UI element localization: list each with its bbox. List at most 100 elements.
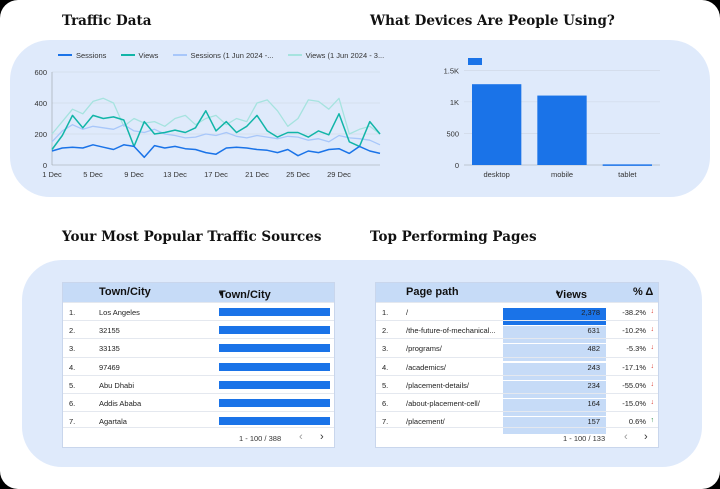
- column-header-label: Town/City: [219, 289, 271, 301]
- y-tick-label: 500: [446, 129, 459, 138]
- line-chart-legend[interactable]: Sessions Views Sessions (1 Jun 2024 -...…: [58, 51, 396, 60]
- city-name: Addis Ababa: [99, 399, 142, 408]
- arrow-down-icon: ↓: [650, 308, 655, 315]
- table-row[interactable]: 2. /the-future-of-mechanical... 631 -10.2% ↓: [376, 320, 658, 344]
- city-share-bar: [219, 326, 330, 335]
- page-path: /: [406, 308, 409, 317]
- legend-swatch: [468, 58, 482, 65]
- x-tick-label: 13 Dec: [163, 170, 187, 179]
- traffic-sources-table: Town/City Town/City ▾ 1. Los Angeles 2. 321…: [62, 282, 335, 448]
- series-line-sessions: [51, 144, 381, 159]
- column-header-page-path[interactable]: Page path: [406, 286, 459, 298]
- page-path: /academics/: [406, 362, 447, 372]
- bar-tablet: [602, 164, 652, 166]
- views-value: 243: [587, 362, 600, 372]
- row-index: 3.: [382, 344, 389, 354]
- table-header: Page path Views ▾ % Δ: [376, 283, 658, 302]
- delta-value: -17.1%: [622, 362, 646, 372]
- pager-next-icon[interactable]: ›: [644, 431, 648, 443]
- pager-range: 1 - 100 / 388: [239, 434, 282, 443]
- pager-next-icon[interactable]: ›: [320, 431, 324, 443]
- row-index: 6.: [382, 399, 389, 408]
- x-tick-label: mobile: [551, 170, 573, 179]
- legend-swatch: [120, 54, 135, 57]
- row-index: 2.: [69, 326, 76, 336]
- x-tick-label: desktop: [484, 170, 510, 179]
- city-name: 33135: [99, 344, 120, 354]
- traffic-sources-heading: Your Most Popular Traffic Sources: [62, 229, 322, 245]
- page-path: /placement/: [406, 417, 445, 427]
- legend-swatch: [287, 54, 302, 57]
- devices-heading: What Devices Are People Using?: [370, 13, 615, 29]
- views-value: 157: [587, 417, 600, 427]
- views-value: 2,378: [581, 308, 600, 317]
- pager-range: 1 - 100 / 133: [563, 434, 606, 443]
- legend-label: Views (1 Jun 2024 - 3...: [305, 51, 385, 60]
- x-tick-label: 21 Dec: [245, 170, 269, 179]
- city-share-bar: [219, 362, 330, 371]
- y-tick-label: 600: [34, 68, 47, 77]
- row-index: 7.: [69, 417, 76, 427]
- city-name: Abu Dhabi: [99, 380, 135, 390]
- x-tick-label: 17 Dec: [204, 170, 228, 179]
- row-index: 6.: [69, 399, 76, 408]
- views-value: 482: [587, 344, 600, 354]
- sort-desc-icon: ▾: [219, 289, 224, 298]
- city-name: Agartala: [99, 417, 127, 427]
- y-tick-label: 0: [455, 161, 459, 170]
- row-index: 4.: [69, 362, 76, 372]
- row-index: 7.: [382, 417, 389, 427]
- bar-desktop: [472, 84, 522, 165]
- arrow-down-icon: ↓: [650, 326, 655, 334]
- delta-value: -55.0%: [622, 380, 646, 390]
- views-heat-cell: [503, 417, 606, 435]
- legend-label: Sessions (1 Jun 2024 -...: [190, 51, 274, 60]
- table-row[interactable]: 5. Abu Dhabi: [63, 374, 334, 393]
- series-line-views-1-jun-2024-3: [51, 97, 381, 135]
- pager-prev-icon[interactable]: ‹: [299, 431, 303, 443]
- table-row[interactable]: 3. 33135: [63, 338, 334, 356]
- views-value: 234: [587, 380, 600, 390]
- arrow-down-icon: ↓: [650, 344, 655, 352]
- table-row[interactable]: 5. /placement-details/234 -55.0% ↓: [376, 374, 658, 398]
- legend-item-views-compare[interactable]: Views (1 Jun 2024 - 3...: [287, 51, 385, 60]
- x-tick-label: 29 Dec: [327, 170, 351, 179]
- table-row[interactable]: 4. 97469: [63, 356, 334, 375]
- legend-item-views[interactable]: Views: [120, 51, 159, 60]
- pager-prev-icon[interactable]: ‹: [624, 431, 628, 443]
- row-index: 3.: [69, 344, 76, 354]
- legend-item-sessions-compare[interactable]: Sessions (1 Jun 2024 -...: [172, 51, 274, 60]
- table-row[interactable]: 6. Addis Ababa: [63, 393, 334, 411]
- delta-value: -10.2%: [622, 326, 646, 336]
- city-share-bar: [219, 344, 330, 353]
- page-path: /programs/: [406, 344, 442, 354]
- legend-item-sessions[interactable]: Sessions: [58, 51, 106, 60]
- table-row[interactable]: 3. /programs/482 -5.3% ↓: [376, 338, 658, 362]
- table-row[interactable]: 2. 32155: [63, 320, 334, 338]
- x-tick-label: 1 Dec: [42, 170, 62, 179]
- legend-label: Views: [138, 51, 159, 60]
- x-tick-label: 25 Dec: [286, 170, 310, 179]
- top-pages-table: Page path Views ▾ % Δ 1. / 2,378 -38.2% ↓ 2. /…: [375, 282, 659, 448]
- table-header: Town/City Town/City ▾: [63, 283, 334, 302]
- city-share-bar: [219, 308, 330, 316]
- traffic-line-chart[interactable]: 0 200 400 600 1 Dec 5 Dec 9 Dec 13 Dec 17 Dec 21 …: [30, 64, 390, 184]
- table-row[interactable]: 1. / 2,378 -38.2% ↓: [376, 302, 658, 325]
- page-path: /the-future-of-mechanical...: [406, 326, 496, 336]
- row-index: 1.: [69, 308, 76, 317]
- column-header-city[interactable]: Town/City: [99, 286, 151, 298]
- delta-value: -15.0%: [622, 399, 646, 408]
- column-header-delta[interactable]: % Δ: [633, 286, 654, 298]
- table-row[interactable]: 7. Agartala: [63, 411, 334, 429]
- x-tick-label: 5 Dec: [83, 170, 103, 179]
- page-path: /about-placement-cell/: [406, 399, 480, 408]
- devices-bar-chart[interactable]: 0 500 1K 1.5K desktop mobile tablet: [440, 56, 670, 186]
- table-row[interactable]: 7. /placement/157 0.6% ↑: [376, 411, 658, 435]
- arrow-down-icon: ↓: [650, 380, 655, 388]
- table-row[interactable]: 1. Los Angeles: [63, 302, 334, 320]
- table-row[interactable]: 6. /about-placement-cell/164 -15.0% ↓: [376, 393, 658, 416]
- delta-value: -5.3%: [626, 344, 646, 354]
- table-row[interactable]: 4. /academics/243 -17.1% ↓: [376, 356, 658, 380]
- legend-swatch: [172, 54, 187, 57]
